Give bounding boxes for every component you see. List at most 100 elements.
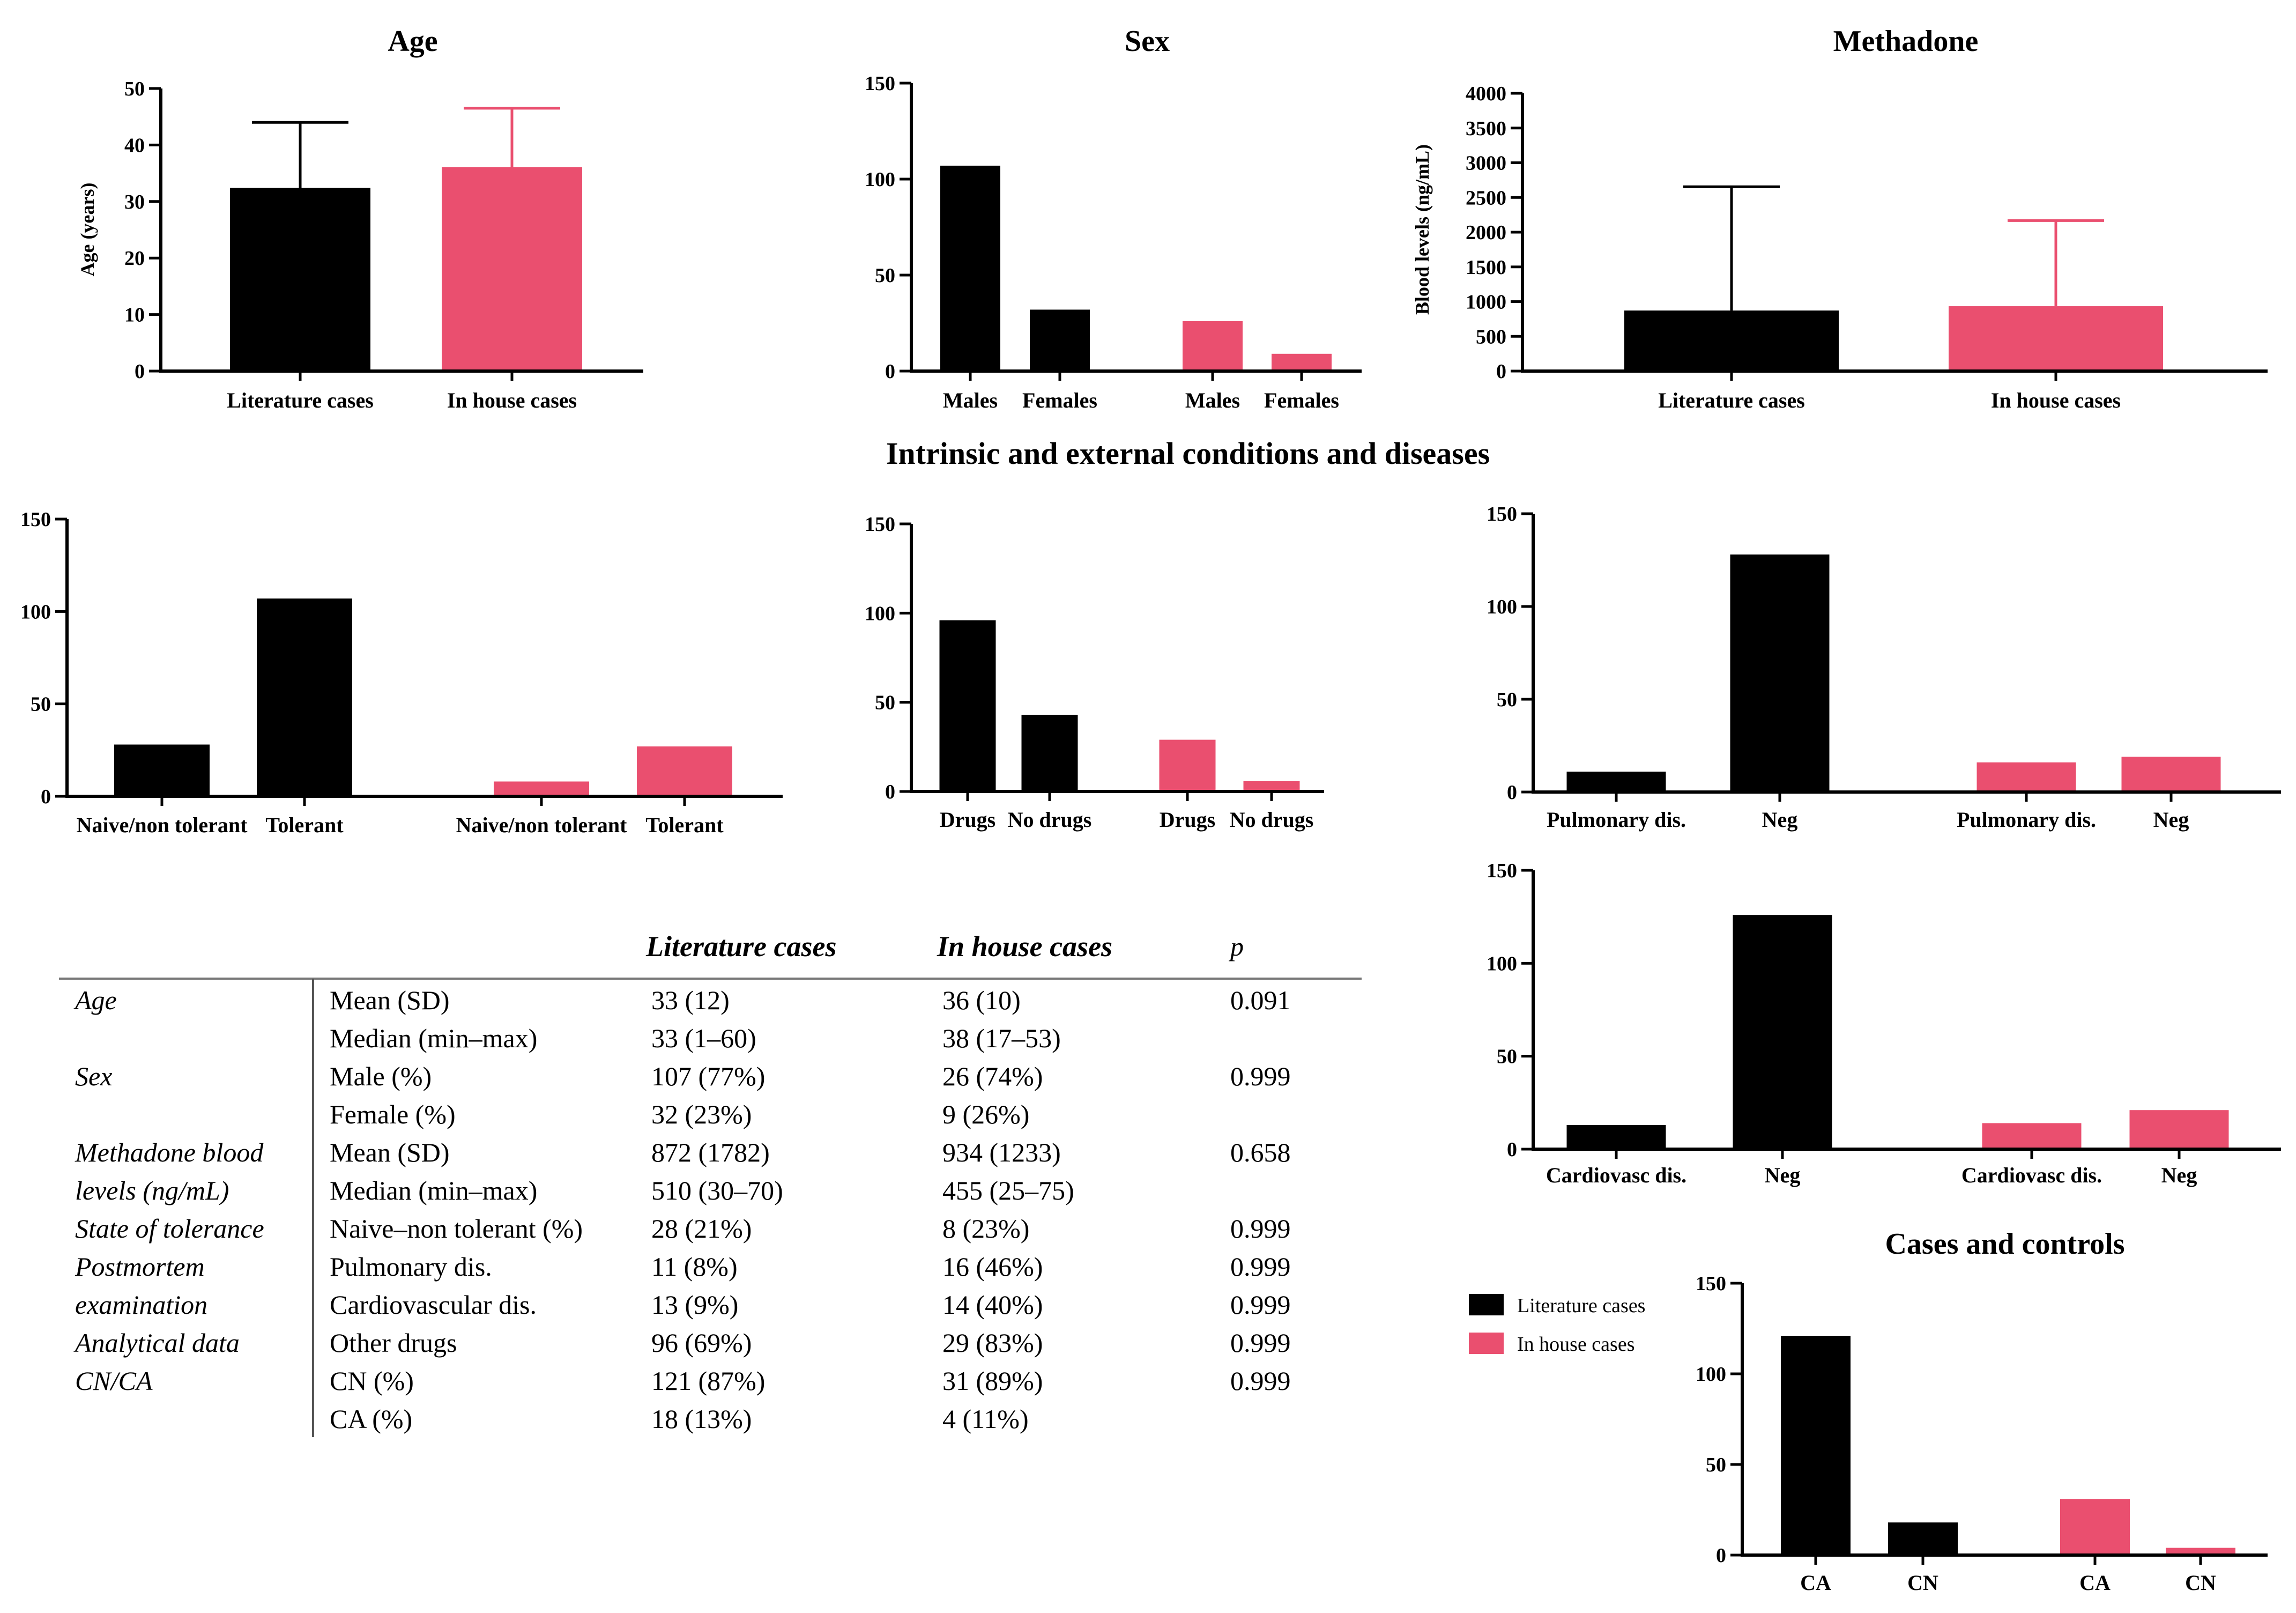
table-column-divider [312,979,314,1437]
stats-table: Literature cases In house cases p Age Mean (… [59,930,1367,1440]
bar [1977,762,2076,792]
bar [2129,1110,2229,1149]
row-value-in-house: 934 (1233) [942,1137,1061,1167]
row-stat: Median (min–max) [330,1175,538,1205]
y-tick-label: 100 [1696,1363,1726,1386]
category-label: Tolerant [645,813,724,837]
chart-cases_controls: Cases and controls CA CN CA CN 0 50 100 150 [1696,1227,2268,1595]
y-tick-label: 2000 [1466,221,1506,244]
category-label: Naive/non tolerant [77,813,248,837]
bar [1566,1124,1666,1149]
row-value-in-house: 29 (83%) [942,1328,1043,1358]
category-label: Females [1264,388,1339,412]
y-tick-label: 100 [865,602,895,625]
row-value-literature: 121 (87%) [651,1366,766,1396]
category-label: In house cases [1991,388,2121,412]
y-tick-label: 100 [865,168,895,191]
bar [1733,915,1832,1149]
y-tick-label: 500 [1476,325,1506,348]
row-p-value: 0.999 [1230,1366,1291,1396]
row-group-label: Sex [75,1061,113,1091]
category-label: CA [1800,1571,1831,1595]
bar [114,744,210,796]
legend-swatch-in-house [1469,1333,1504,1354]
bar [1566,771,1666,792]
category-label: Literature cases [1658,388,1805,412]
row-p-value: 0.999 [1230,1214,1291,1244]
y-tick-label: 0 [1716,1544,1726,1567]
y-tick-label: 50 [1706,1454,1726,1476]
bar [940,165,1000,371]
y-tick-label: 4000 [1466,83,1506,105]
row-value-in-house: 16 (46%) [942,1252,1043,1282]
row-value-literature: 872 (1782) [651,1137,770,1167]
y-tick-label: 50 [1497,689,1517,711]
y-axis-label: Age (years) [77,183,98,277]
chart-title: Methadone [1833,25,1979,58]
y-tick-label: 3000 [1466,152,1506,175]
row-value-literature: 33 (1–60) [651,1023,756,1053]
bar [1888,1522,1958,1555]
chart-pulmonary: Pulmonary dis. Neg Pulmonary dis. Neg 0 50 100… [1487,503,2281,832]
category-label: No drugs [1230,808,1314,832]
category-label: Males [1185,388,1240,412]
row-stat: Female (%) [330,1099,456,1129]
y-tick-label: 40 [124,134,145,157]
row-value-literature: 13 (9%) [651,1290,739,1320]
y-tick-label: 50 [1497,1046,1517,1068]
row-p-value: 0.658 [1230,1137,1291,1167]
y-tick-label: 150 [1696,1272,1726,1295]
legend-label-literature: Literature cases [1517,1294,1645,1317]
legend-swatch-literature [1469,1294,1504,1315]
row-stat: CN (%) [330,1366,414,1396]
row-value-in-house: 14 (40%) [942,1290,1043,1320]
y-tick-label: 100 [20,601,51,623]
y-tick-label: 50 [875,264,895,287]
category-label: Neg [1762,808,1798,832]
category-label: Neg [2161,1163,2197,1187]
row-value-in-house: 4 (11%) [942,1404,1029,1434]
category-label: Literature cases [227,388,374,412]
bar [2166,1548,2235,1555]
y-tick-label: 30 [124,191,145,213]
chart-tolerance: Naive/non tolerant Tolerant Naive/non tole… [20,508,783,837]
y-tick-label: 0 [135,360,145,383]
row-value-in-house: 26 (74%) [942,1061,1043,1091]
chart-methadone: Methadone Blood levels (ng/mL) Literature … [1411,25,2268,412]
bar [230,188,370,371]
y-tick-label: 1000 [1466,291,1506,314]
y-axis-label: Blood levels (ng/mL) [1411,144,1433,315]
row-value-in-house: 9 (26%) [942,1099,1030,1129]
chart-title: Age [388,25,437,58]
y-tick-label: 50 [31,693,51,716]
y-tick-label: 100 [1487,952,1517,975]
row-group-label: Analytical data [75,1328,240,1358]
bar [2060,1499,2130,1555]
row-value-literature: 18 (13%) [651,1404,752,1434]
bar [1243,781,1300,791]
row-value-in-house: 38 (17–53) [942,1023,1061,1053]
category-label: Neg [2153,808,2189,832]
row-value-literature: 33 (12) [651,985,730,1015]
row-group-label: Methadone blood [75,1137,264,1167]
row-p-value: 0.999 [1230,1290,1291,1320]
row-group-label: CN/CA [75,1366,153,1396]
category-label: Naive/non tolerant [456,813,628,837]
y-tick-label: 0 [1496,360,1506,383]
bar [1183,321,1243,371]
row-value-literature: 510 (30–70) [651,1175,783,1205]
row-value-literature: 11 (8%) [651,1252,738,1282]
row-value-in-house: 31 (89%) [942,1366,1043,1396]
row-value-literature: 32 (23%) [651,1099,752,1129]
row-group-label: Age [75,985,117,1015]
bar [1624,310,1839,371]
category-label: Cardiovasc dis. [1961,1163,2102,1187]
chart-sex: Sex Males Females Males Females 0 50 100 150 [865,25,1362,412]
y-tick-label: 100 [1487,596,1517,618]
chart-title: Sex [1125,25,1170,58]
category-label: Tolerant [265,813,344,837]
category-label: Males [943,388,998,412]
row-p-value: 0.091 [1230,985,1291,1015]
category-label: Pulmonary dis. [1957,808,2096,832]
bar [1949,306,2163,371]
